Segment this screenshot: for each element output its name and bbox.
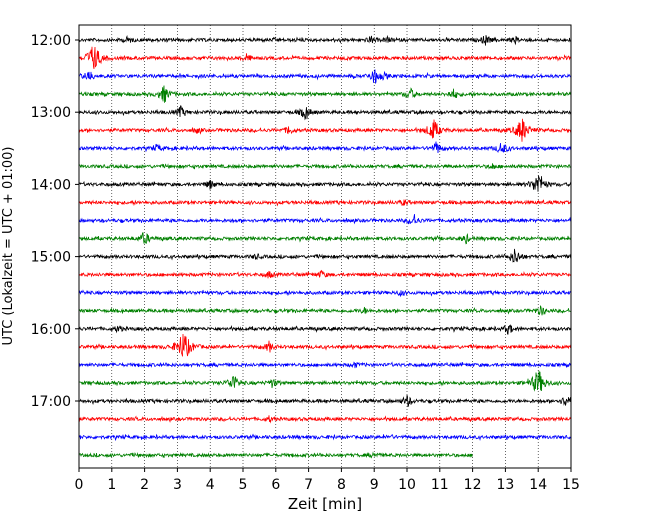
y-tick-label: 15:00 — [31, 250, 71, 266]
x-tick-label: 5 — [239, 477, 248, 493]
x-tick-label: 14 — [529, 477, 547, 493]
x-tick-label: 1 — [107, 477, 116, 493]
plot-frame — [78, 24, 572, 469]
trace-1515 — [78, 269, 572, 279]
trace-1430 — [78, 214, 572, 225]
grid-lines — [111, 25, 539, 468]
trace-1730 — [78, 433, 572, 442]
x-axis-ticks: 0 1 2 3 4 5 6 7 8 9 10 11 12 13 14 15 — [75, 468, 580, 493]
y-axis-ticks: 12:00 13:00 14:00 15:00 16:00 17:00 — [31, 33, 79, 410]
trace-1245 — [79, 85, 572, 103]
trace-1200 — [78, 34, 572, 46]
y-tick-label: 13:00 — [31, 105, 71, 121]
x-tick-label: 3 — [173, 477, 182, 493]
trace-1700 — [78, 394, 572, 408]
trace-1530 — [78, 289, 572, 298]
trace-1215 — [78, 46, 572, 69]
trace-1500 — [78, 248, 572, 263]
seismic-traces — [78, 34, 572, 459]
trace-1345 — [78, 163, 572, 170]
trace-1630 — [78, 361, 572, 369]
trace-1400 — [78, 175, 572, 192]
y-tick-label: 16:00 — [31, 322, 71, 338]
x-tick-label: 4 — [206, 477, 215, 493]
trace-1615 — [78, 333, 572, 357]
y-axis-label: UTC (Lokalzeit = UTC + 01:00) — [1, 147, 16, 346]
x-tick-label: 11 — [431, 477, 449, 493]
trace-1745 — [78, 451, 473, 459]
x-tick-label: 9 — [370, 477, 379, 493]
trace-1330 — [78, 141, 572, 154]
x-tick-label: 10 — [398, 477, 416, 493]
y-tick-label: 17:00 — [31, 394, 71, 410]
x-tick-label: 15 — [562, 477, 580, 493]
x-tick-label: 12 — [464, 477, 482, 493]
x-tick-label: 7 — [304, 477, 313, 493]
trace-1230 — [78, 69, 572, 85]
y-tick-label: 12:00 — [31, 33, 71, 49]
trace-1645 — [78, 370, 572, 392]
trace-1445 — [78, 232, 572, 245]
trace-1545 — [78, 305, 572, 316]
x-tick-label: 6 — [271, 477, 280, 493]
trace-1415 — [79, 198, 572, 207]
y-tick-label: 14:00 — [31, 177, 71, 193]
trace-1600 — [78, 324, 572, 335]
x-tick-label: 13 — [496, 477, 514, 493]
x-tick-label: 8 — [337, 477, 346, 493]
trace-1300 — [78, 105, 572, 121]
x-tick-label: 2 — [140, 477, 149, 493]
trace-1715 — [78, 415, 571, 424]
x-tick-label: 0 — [75, 477, 84, 493]
trace-1315 — [78, 118, 572, 142]
x-axis-label: Zeit [min] — [288, 495, 362, 513]
